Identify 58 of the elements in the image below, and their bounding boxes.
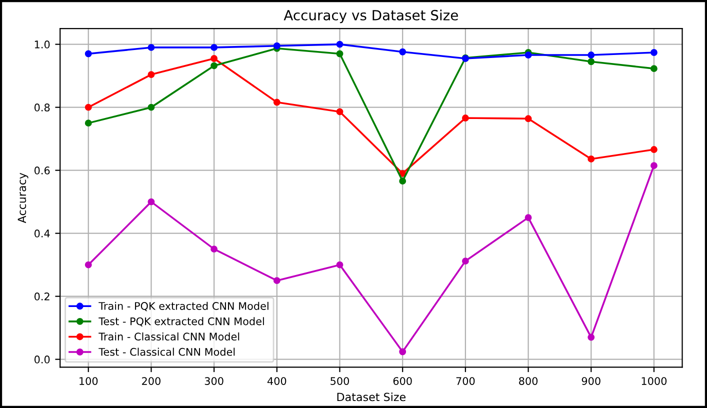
point <box>650 146 658 153</box>
y-tick-label: 0.2 <box>34 292 50 300</box>
point <box>650 49 658 56</box>
point <box>84 120 92 127</box>
point <box>336 40 344 48</box>
point <box>462 258 469 265</box>
x-tick-label: 500 <box>330 377 349 385</box>
point <box>588 52 595 58</box>
legend-label: Train - Classical CNN Model <box>98 332 240 341</box>
y-tick-label: 0.8 <box>34 104 50 112</box>
point <box>336 261 344 268</box>
legend-label: Train - PQK extracted CNN Model <box>98 302 268 312</box>
point <box>336 50 344 58</box>
x-tick-label: 400 <box>267 377 286 385</box>
point <box>273 277 280 284</box>
x-tick-label: 200 <box>142 377 160 385</box>
point <box>210 246 218 253</box>
legend-label: Test - PQK extracted CNN Model <box>98 317 264 326</box>
point <box>524 52 532 58</box>
point <box>84 261 92 268</box>
x-tick-label: 300 <box>204 377 224 385</box>
x-tick-label: 600 <box>393 377 412 385</box>
y-tick-label: 1.0 <box>34 40 50 48</box>
point <box>273 42 280 50</box>
point <box>399 48 406 56</box>
x-axis-title: Dataset Size <box>337 392 406 402</box>
point <box>273 98 280 106</box>
point <box>462 114 469 122</box>
point <box>588 156 595 162</box>
point <box>148 44 155 51</box>
y-tick-label: 0.0 <box>34 356 50 364</box>
point <box>210 62 218 70</box>
y-tick-label: 0.6 <box>34 166 50 174</box>
point <box>524 214 532 222</box>
x-tick-label: 1000 <box>642 377 667 385</box>
point <box>148 104 155 111</box>
chart-title: Accuracy vs Dataset Size <box>284 10 458 24</box>
point <box>84 50 92 58</box>
y-axis-title: Accuracy <box>18 172 28 224</box>
point <box>84 104 92 111</box>
x-tick-label: 700 <box>456 377 475 385</box>
x-tick-label: 100 <box>80 377 98 385</box>
point <box>399 348 406 356</box>
point <box>650 65 658 72</box>
point <box>588 334 595 341</box>
legend-label: Test - Classical CNN Model <box>98 348 235 356</box>
point <box>210 44 218 51</box>
y-tick-label: 0.4 <box>34 230 50 238</box>
point <box>524 115 532 122</box>
x-tick-label: 800 <box>519 377 538 385</box>
point <box>336 108 344 116</box>
point <box>148 71 155 78</box>
point <box>650 162 658 170</box>
point <box>148 198 155 206</box>
x-tick-label: 900 <box>582 377 600 385</box>
point <box>210 55 218 62</box>
point <box>588 58 595 66</box>
point <box>399 178 406 184</box>
